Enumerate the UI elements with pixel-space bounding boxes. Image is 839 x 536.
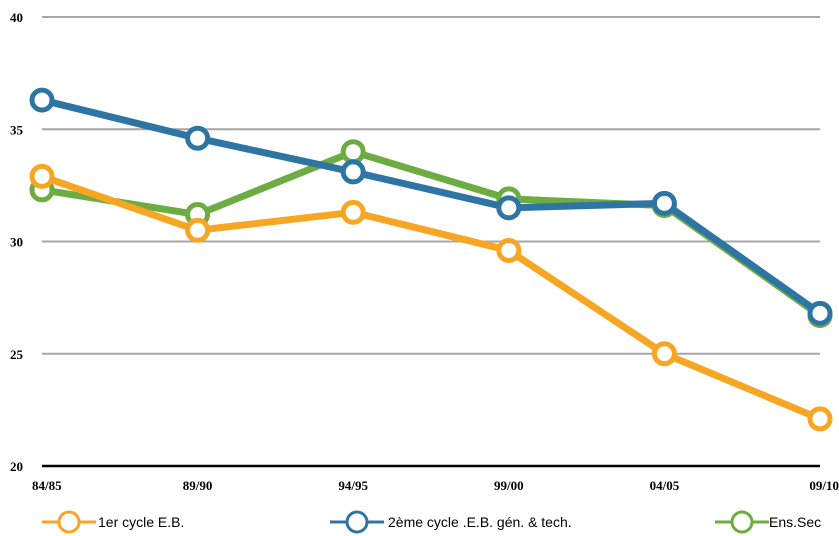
y-tick-label: 20	[10, 459, 23, 474]
data-point	[340, 159, 366, 185]
data-point	[807, 300, 833, 326]
series-2	[29, 87, 833, 326]
data-point	[29, 87, 55, 113]
legend-label: 1er cycle E.B.	[98, 514, 184, 530]
data-point	[651, 190, 677, 216]
legend-marker	[57, 510, 81, 534]
x-tick-label: 04/05	[650, 478, 680, 493]
gridlines	[42, 16, 820, 468]
x-tick-label: 84/85	[32, 478, 62, 493]
y-tick-label: 25	[10, 347, 24, 362]
legend-label: Ens.Sec	[769, 514, 821, 530]
x-tick-label: 99/00	[494, 478, 524, 493]
data-point	[185, 125, 211, 151]
data-point	[340, 139, 366, 165]
data-point	[340, 199, 366, 225]
data-point	[807, 406, 833, 432]
y-tick-label: 40	[10, 10, 23, 25]
data-point	[496, 237, 522, 263]
series-line	[38, 96, 824, 317]
legend-marker	[345, 510, 369, 534]
x-tick-label: 94/95	[338, 478, 368, 493]
y-tick-label: 30	[10, 235, 23, 250]
legend-item: 1er cycle E.B.	[42, 510, 184, 534]
x-axis-ticks: 84/85 89/90 94/95 99/00 04/05 09/10	[32, 478, 839, 493]
legend: 1er cycle E.B. 2ème cycle .E.B. gén. & te…	[42, 510, 821, 534]
legend-item: 2ème cycle .E.B. gén. & tech.	[330, 510, 572, 534]
y-tick-label: 35	[10, 122, 24, 137]
legend-item: Ens.Sec	[715, 510, 821, 534]
data-point	[29, 163, 55, 189]
data-point	[496, 195, 522, 221]
data-point	[185, 217, 211, 243]
series-1	[29, 163, 833, 432]
series-line	[38, 172, 824, 423]
x-tick-label: 09/10	[809, 478, 839, 493]
data-point	[651, 341, 677, 367]
y-axis-ticks: 20 25 30 35 40	[10, 10, 24, 474]
series-lines	[29, 87, 833, 432]
x-tick-label: 89/90	[183, 478, 213, 493]
legend-marker	[730, 510, 754, 534]
legend-label: 2ème cycle .E.B. gén. & tech.	[388, 514, 572, 530]
